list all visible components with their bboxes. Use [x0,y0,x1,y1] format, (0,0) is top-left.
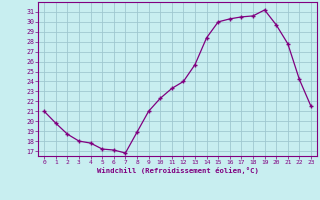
X-axis label: Windchill (Refroidissement éolien,°C): Windchill (Refroidissement éolien,°C) [97,167,259,174]
